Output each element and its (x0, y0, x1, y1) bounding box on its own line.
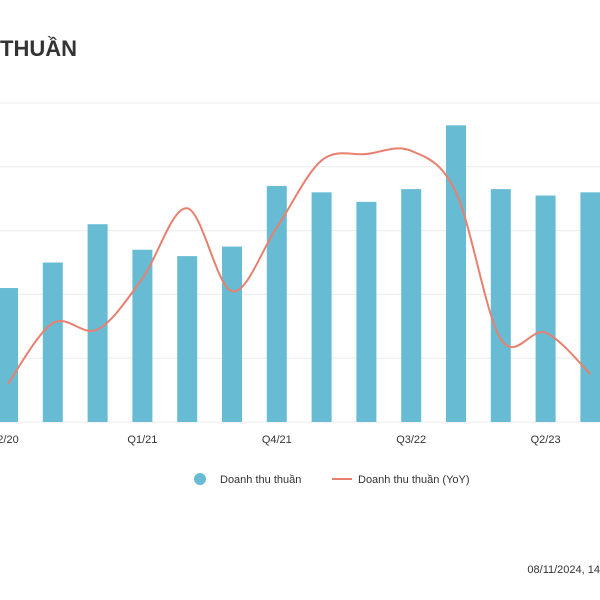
bar (356, 201, 377, 422)
x-tick-label: 2/20 (0, 434, 19, 446)
bar (132, 249, 153, 422)
bar (177, 256, 198, 422)
chart-title: THUẦN (0, 36, 77, 61)
line (7, 147, 592, 385)
bar (42, 262, 63, 422)
bar (311, 192, 332, 422)
bar (222, 246, 242, 422)
legend-label: Doanh thu thuần (220, 474, 301, 486)
bar (266, 185, 287, 422)
legend-label: Doanh thu thuần (YoY) (358, 474, 470, 486)
x-tick-label: Q2/23 (531, 434, 561, 446)
bar (535, 195, 556, 422)
bar (446, 125, 466, 422)
footer-date: 08/11/2024, 14 (527, 564, 600, 576)
x-tick-label: Q4/21 (262, 434, 292, 446)
bar (0, 288, 18, 422)
bar (87, 224, 108, 422)
bar (580, 192, 600, 422)
bar (401, 189, 422, 422)
x-tick-label: Q1/21 (127, 434, 157, 446)
legend-dot (194, 473, 206, 485)
bar (490, 189, 511, 422)
x-tick-label: Q3/22 (396, 434, 426, 446)
